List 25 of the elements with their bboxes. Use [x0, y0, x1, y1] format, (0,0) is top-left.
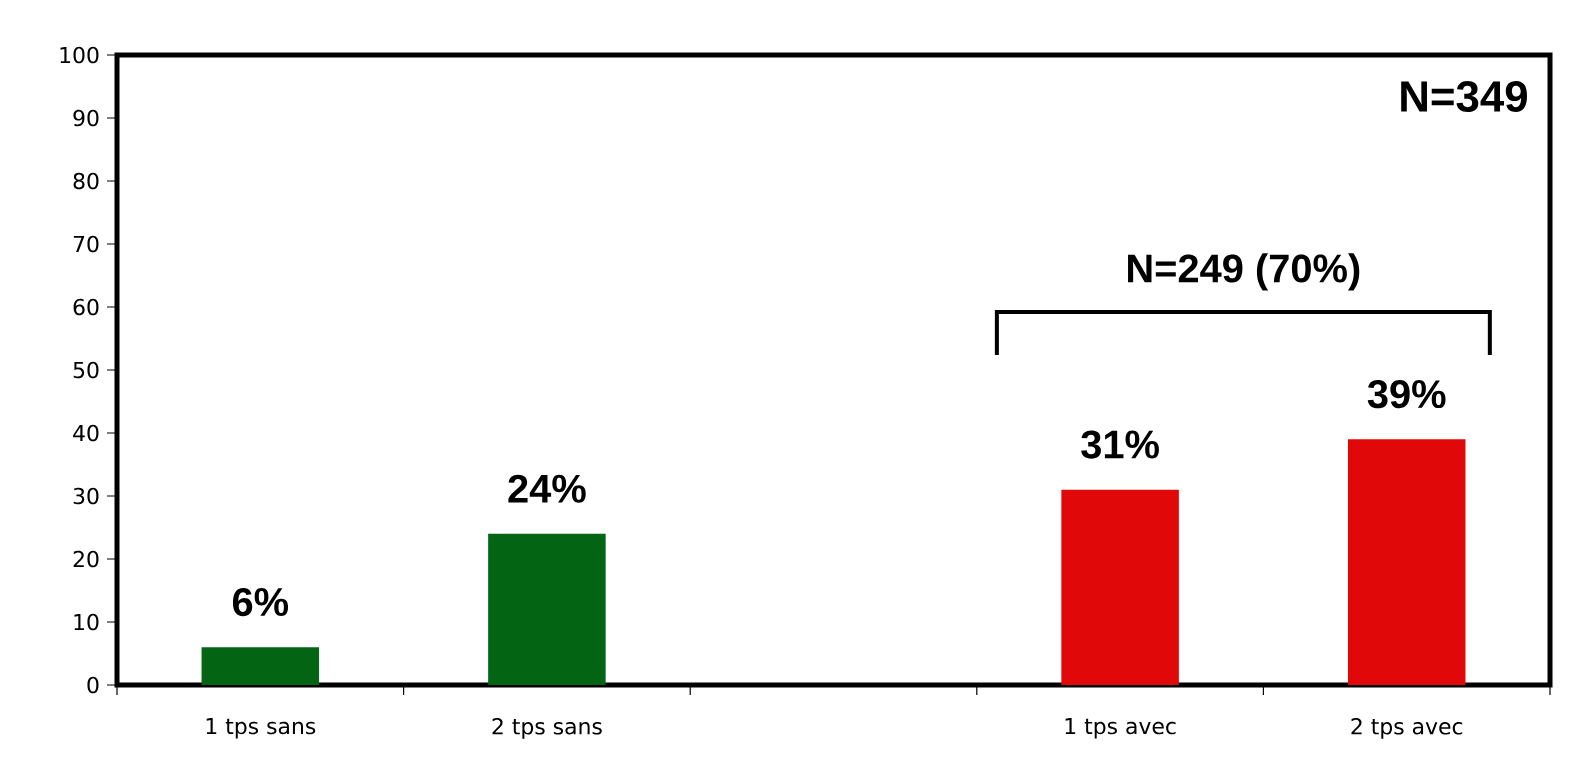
annotation: N=349 [1401, 80, 1527, 113]
bar [1061, 489, 1179, 685]
y-tick-label: 100 [60, 46, 99, 64]
y-tick-label: 90 [73, 109, 99, 127]
y-tick-label: 50 [73, 361, 99, 379]
data-label: 39% [1367, 380, 1446, 409]
x-tick-label: 2 tps avec [1351, 718, 1463, 739]
x-tick-label: 2 tps sans [492, 718, 602, 739]
data-label: 31% [1081, 430, 1159, 459]
x-tick-label: 1 tps sans [206, 718, 316, 739]
annotation: N=249 (70%) [1128, 253, 1360, 291]
data-label: 24% [508, 474, 586, 503]
y-tick-label: 60 [73, 298, 99, 316]
data-label: 6% [232, 587, 289, 617]
y-tick-label: 70 [73, 235, 99, 253]
y-tick-label: 40 [73, 424, 99, 442]
bar [201, 647, 320, 685]
y-tick-label: 0 [87, 676, 99, 694]
y-tick-label: 80 [73, 172, 99, 190]
bar [488, 533, 606, 685]
x-tick-label: 1 tps avec [1065, 718, 1176, 739]
y-tick-label: 30 [73, 487, 99, 505]
y-tick-label: 20 [73, 550, 99, 568]
y-tick-label: 10 [74, 613, 99, 631]
bar [1347, 439, 1466, 685]
